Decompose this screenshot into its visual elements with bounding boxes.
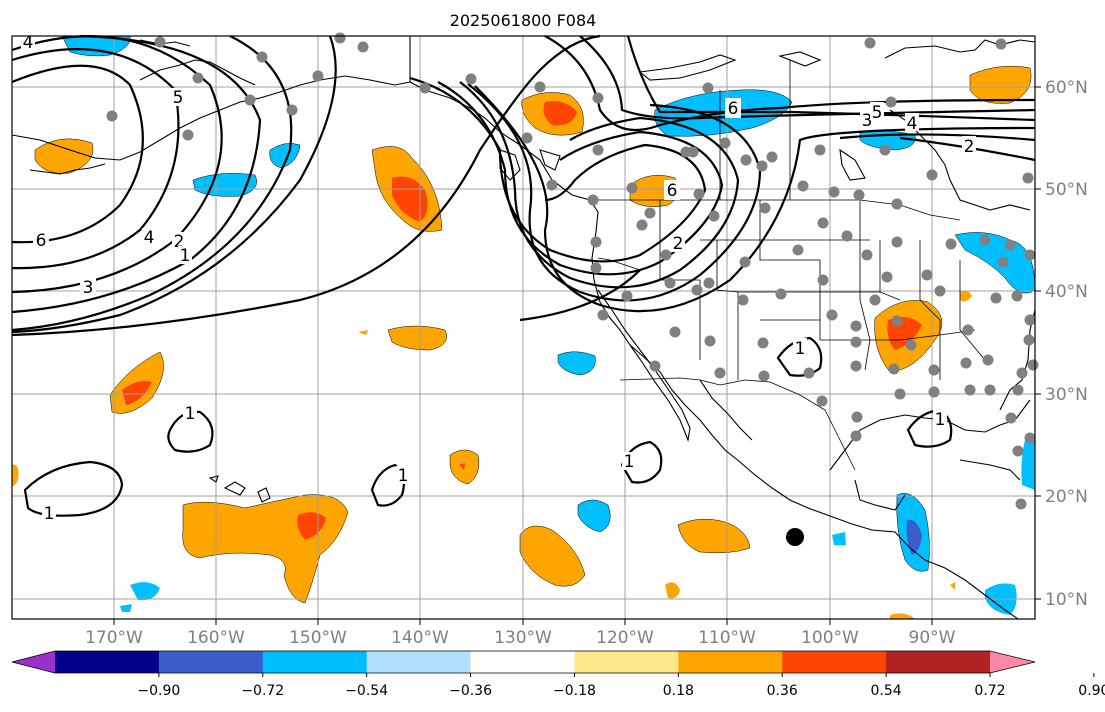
contour-label: 1	[180, 246, 191, 266]
contour-label: 4	[23, 33, 34, 53]
colorbar-segment	[158, 651, 264, 673]
lat-label: 30°N	[1045, 385, 1088, 405]
colorbar-extend-max	[990, 651, 1035, 673]
contour-label: 4	[907, 114, 918, 134]
contour-label: 3	[862, 111, 873, 131]
contour-label: 5	[872, 103, 883, 123]
lon-label: 140°W	[391, 628, 449, 648]
colorbar-segment	[262, 651, 368, 673]
lat-label: 10°N	[1045, 590, 1088, 610]
lon-label: 160°W	[187, 628, 245, 648]
contour-label: 5	[173, 88, 184, 108]
contour-label: 6	[36, 231, 47, 251]
contour-label: 1	[624, 452, 635, 472]
contour-label: 1	[44, 504, 55, 524]
colorbar-segment	[782, 651, 887, 673]
colorbar-tick-label: −0.54	[345, 683, 388, 699]
lon-label: 150°W	[289, 628, 347, 648]
contour-label: 6	[667, 181, 678, 201]
colorbar-segment	[470, 651, 575, 673]
colorbar-tick-label: 0.36	[767, 683, 798, 699]
colorbar-tick-label: −0.36	[449, 683, 492, 699]
colorbar-outline	[11, 650, 1036, 674]
lat-label: 20°N	[1045, 487, 1088, 507]
colorbar-tick-label: −0.90	[137, 683, 180, 699]
lon-label: 120°W	[596, 628, 654, 648]
colorbar-tick-label: 0.72	[974, 683, 1005, 699]
contour-label: 2	[174, 232, 185, 252]
shaded-anomaly-areas	[12, 35, 1036, 619]
colorbar: −0.90 −0.72 −0.54 −0.36 −0.18 0.18 0.36 0.54 0.7…	[11, 650, 1105, 699]
lat-label: 60°N	[1045, 78, 1088, 98]
colorbar-tick-label: −0.18	[553, 683, 596, 699]
contour-label: 6	[728, 99, 739, 119]
colorbar-segment	[574, 651, 679, 673]
contour-label: 3	[83, 278, 94, 298]
colorbar-segment	[366, 651, 472, 673]
colorbar-tick-label: 0.90	[1078, 683, 1105, 699]
longitude-axis: 170°W 160°W 150°W 140°W 130°W 120°W 110°…	[85, 619, 956, 648]
lat-label: 40°N	[1045, 282, 1088, 302]
lon-label: 170°W	[85, 628, 143, 648]
graticule-grid	[12, 36, 1035, 619]
contour-label: 1	[795, 339, 806, 359]
colorbar-segment	[886, 651, 991, 673]
colorbar-extend-min	[12, 651, 55, 673]
contour-label: 2	[673, 234, 684, 254]
lon-label: 110°W	[698, 628, 756, 648]
colorbar-segment	[55, 651, 160, 673]
storm-center-marker	[786, 528, 804, 546]
latitude-axis: 60°N 50°N 40°N 30°N 20°N 10°N	[1035, 78, 1088, 610]
contour-label: 1	[398, 466, 409, 486]
contour-labels: 5 6 4 3 2 1 6 2 6 3 5 4 2 1 1 1 1 1 1 4	[21, 33, 976, 524]
lon-label: 90°W	[909, 628, 956, 648]
colorbar-tick-label: 0.18	[663, 683, 694, 699]
colorbar-tick-label: −0.72	[241, 683, 284, 699]
lat-label: 50°N	[1045, 180, 1088, 200]
lon-label: 130°W	[494, 628, 552, 648]
contour-label: 4	[144, 228, 155, 248]
station-markers	[106, 32, 1039, 510]
contour-label: 2	[964, 137, 975, 157]
colorbar-tick-label: 0.54	[871, 683, 902, 699]
lon-label: 100°W	[801, 628, 859, 648]
contour-label: 1	[935, 410, 946, 430]
contour-label: 1	[185, 404, 196, 424]
colorbar-segment	[678, 651, 783, 673]
map-title: 2025061800 F084	[450, 11, 597, 30]
